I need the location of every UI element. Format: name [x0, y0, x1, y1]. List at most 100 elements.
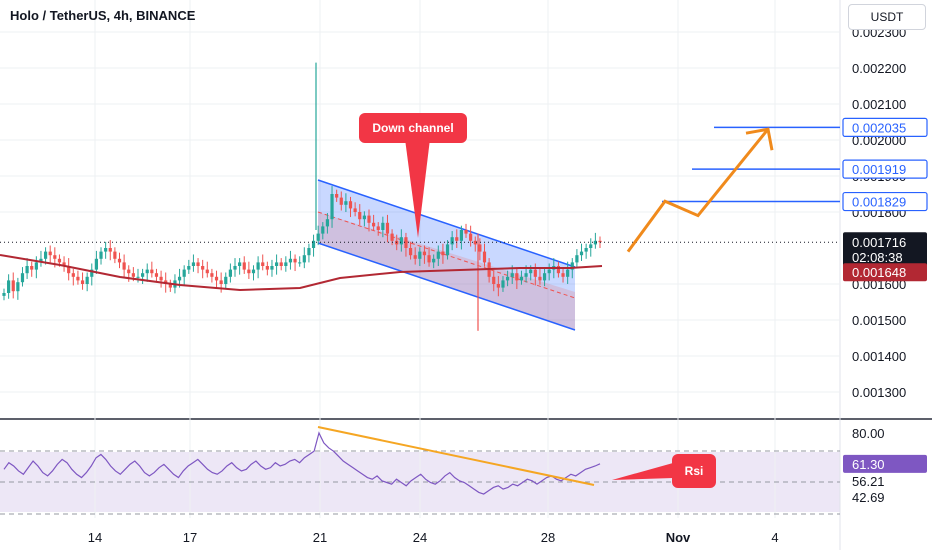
candle-58: [270, 266, 274, 270]
projection-arrowhead: [745, 127, 774, 151]
candle-78: [362, 215, 366, 220]
candle-38: [177, 276, 182, 281]
level-lines: [0, 126, 840, 243]
candle-69: [321, 226, 325, 234]
candle-118: [547, 269, 551, 274]
candle-114: [529, 269, 533, 274]
candle-32: [150, 269, 154, 274]
candle-57: [265, 266, 269, 270]
candle-71: [330, 194, 334, 220]
candle-14: [67, 266, 71, 274]
candle-96: [445, 244, 450, 256]
candle-66: [307, 248, 311, 256]
time-tick-6: 4: [771, 530, 778, 545]
chart-title: Holo / TetherUS, 4h, BINANCE: [10, 8, 196, 23]
candle-124: [575, 255, 579, 263]
level-tag-box-0: [842, 117, 928, 138]
grid: [0, 0, 840, 518]
candle-46: [214, 276, 219, 281]
candle-22: [104, 248, 108, 252]
candle-65: [302, 255, 306, 263]
candle-125: [579, 251, 584, 256]
candle-81: [376, 226, 380, 230]
moving-average: [0, 254, 603, 292]
candle-52: [242, 262, 246, 270]
candle-115: [533, 269, 537, 277]
price-tick-9: 0.001300: [852, 385, 906, 400]
candle-53: [247, 269, 251, 274]
time-tick-0: 14: [88, 530, 102, 545]
candle-129: [598, 240, 602, 243]
rsi-tick-80: 80.00: [852, 426, 885, 441]
candle-94: [436, 251, 440, 259]
candle-100: [464, 230, 468, 234]
candle-62: [288, 258, 293, 263]
candle-83: [385, 222, 390, 234]
time-axis: 14 17 21 24 28 Nov 4: [88, 530, 779, 545]
rsi-line: [3, 431, 601, 495]
candle-43: [201, 266, 205, 270]
candle-2: [11, 280, 15, 292]
time-tick-2: 21: [313, 530, 327, 545]
rsi-pointer: [612, 463, 673, 480]
level-tag-2: 0.001829: [852, 195, 906, 210]
rsi-tag: 61.30: [852, 457, 885, 472]
candle-44: [205, 269, 209, 274]
candle-90: [418, 251, 422, 259]
candle-104: [482, 251, 487, 263]
candle-110: [510, 273, 514, 277]
candle-25: [117, 258, 122, 263]
candle-97: [450, 237, 454, 245]
candle-126: [584, 248, 588, 252]
candle-31: [145, 269, 149, 274]
price-tick-1: 0.002200: [852, 61, 906, 76]
candle-109: [505, 276, 510, 281]
candle-117: [542, 273, 547, 281]
candle-87: [404, 237, 408, 248]
candle-39: [182, 269, 186, 277]
candle-73: [339, 197, 343, 205]
candle-116: [538, 276, 542, 281]
price-tick-8: 0.001400: [852, 349, 906, 364]
candle-72: [335, 194, 339, 198]
candle-10: [48, 251, 52, 256]
candle-23: [108, 248, 112, 252]
candle-98: [455, 237, 459, 241]
candle-113: [524, 273, 528, 277]
candle-128: [593, 240, 597, 245]
candle-7: [34, 262, 38, 270]
candle-123: [570, 262, 574, 270]
rsi-tick-56: 56.21: [852, 474, 885, 489]
candle-24: [113, 251, 117, 259]
rsi-trendline: [317, 426, 595, 486]
projection-line: [626, 128, 770, 253]
time-tick-3: 24: [413, 530, 427, 545]
candle-5: [25, 266, 29, 274]
candle-111: [515, 273, 519, 281]
candle-67: [311, 240, 316, 248]
candle-108: [501, 280, 505, 288]
price-tick-2: 0.002100: [852, 97, 906, 112]
candle-17: [80, 280, 85, 284]
ma-tag-box: [843, 263, 927, 282]
candle-47: [219, 280, 223, 284]
candle-77: [358, 212, 362, 220]
candle-68: [316, 233, 320, 241]
candle-42: [196, 262, 200, 266]
candle-50: [233, 266, 237, 270]
candle-11: [53, 255, 57, 259]
currency-button[interactable]: USDT: [848, 4, 926, 30]
time-tick-1: 17: [183, 530, 197, 545]
candle-112: [519, 276, 524, 281]
candle-12: [57, 258, 62, 263]
candle-36: [168, 284, 172, 288]
candle-26: [122, 262, 126, 270]
candle-84: [390, 233, 394, 241]
channel-lower-line: [317, 242, 576, 331]
last-price-tag-box: [843, 232, 927, 268]
rsi-label-box: [672, 454, 716, 488]
candle-59: [274, 262, 279, 266]
candle-64: [298, 262, 302, 264]
candle-45: [210, 273, 214, 277]
